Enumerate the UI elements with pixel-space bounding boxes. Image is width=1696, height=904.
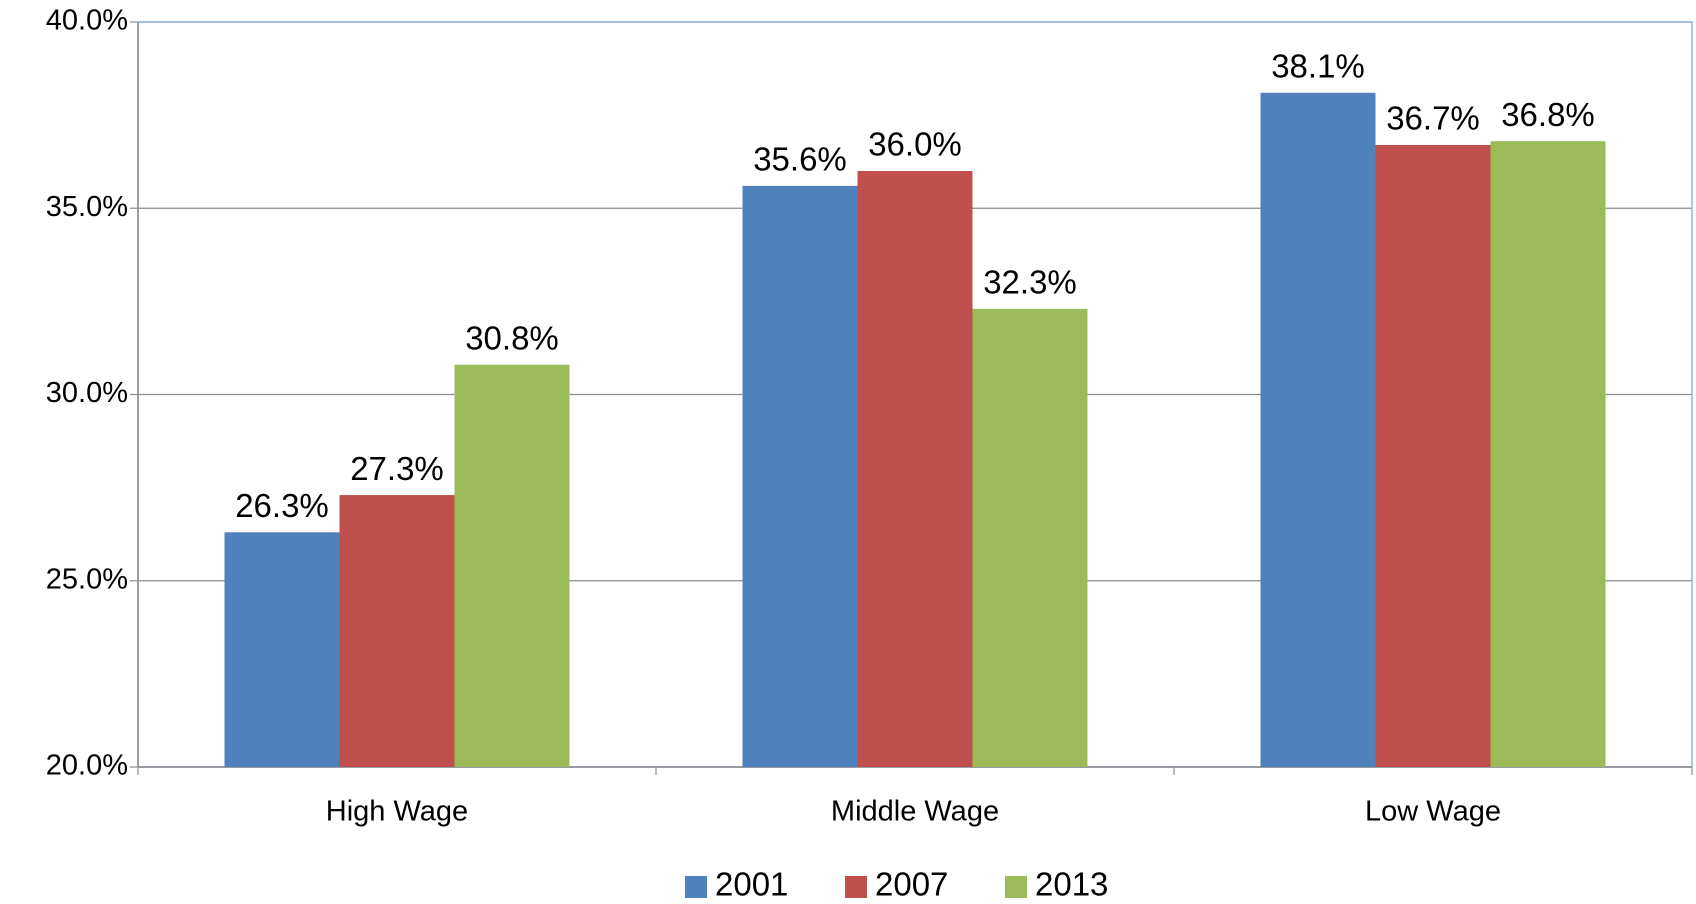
x-tick-label: Low Wage (1365, 796, 1501, 828)
data-label: 36.8% (1501, 96, 1595, 133)
bar (454, 364, 570, 767)
legend-label: 2007 (875, 866, 948, 903)
y-tick-label: 25.0% (46, 563, 128, 595)
bar (1375, 144, 1491, 768)
y-tick-label: 40.0% (46, 5, 128, 37)
legend-swatch (1005, 876, 1027, 898)
bar (224, 532, 340, 767)
legend-swatch (685, 876, 707, 898)
legend-label: 2013 (1035, 866, 1108, 903)
data-label: 30.8% (465, 319, 559, 356)
data-label: 35.6% (753, 141, 847, 178)
bar (972, 308, 1088, 767)
data-label: 32.3% (983, 264, 1077, 301)
y-tick-label: 30.0% (46, 377, 128, 409)
bar (1490, 141, 1606, 767)
y-tick-label: 35.0% (46, 191, 128, 223)
bar (1260, 92, 1376, 767)
data-label: 27.3% (350, 450, 444, 487)
x-tick-label: Middle Wage (831, 796, 999, 828)
data-label: 38.1% (1271, 47, 1365, 84)
legend-swatch (845, 876, 867, 898)
bar (339, 495, 455, 767)
data-label: 36.7% (1386, 100, 1480, 137)
data-label: 26.3% (235, 487, 329, 524)
bar (857, 171, 973, 767)
y-tick-label: 20.0% (46, 750, 128, 782)
x-tick-label: High Wage (326, 796, 468, 828)
bar (742, 185, 858, 767)
legend-label: 2001 (715, 866, 788, 903)
data-label: 36.0% (868, 126, 962, 163)
